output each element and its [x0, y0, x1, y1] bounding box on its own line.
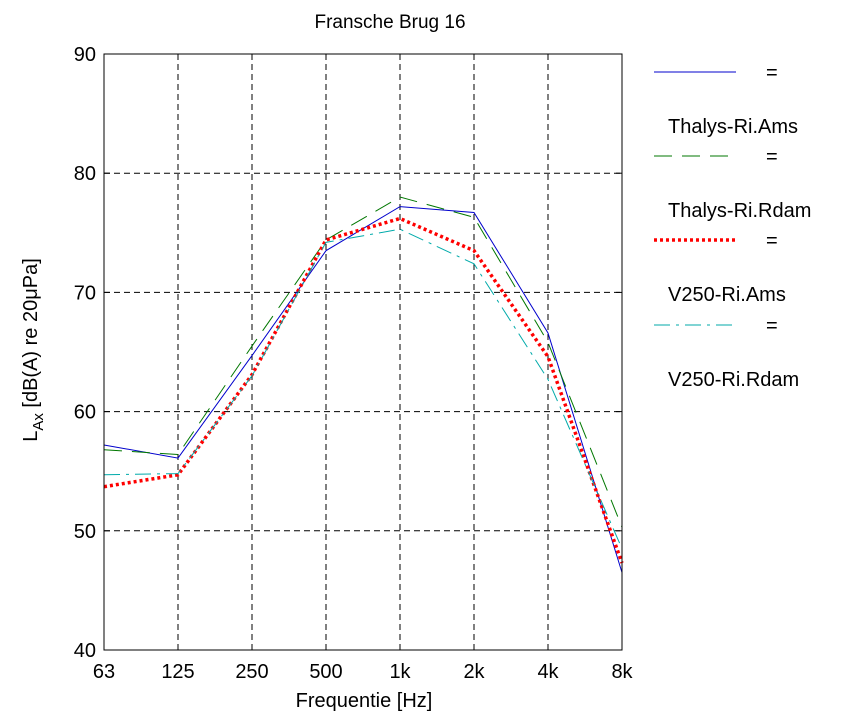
legend-equals: =: [766, 146, 778, 168]
series-line-1: [103, 206, 623, 573]
x-tick-label: 8k: [611, 661, 633, 683]
x-tick-label: 63: [93, 661, 115, 683]
grid: [104, 54, 622, 650]
y-tick-label: 50: [74, 521, 96, 543]
chart-title: Fransche Brug 16: [314, 12, 465, 33]
x-tick-label: 500: [309, 661, 342, 683]
y-tick-label: 40: [74, 640, 96, 662]
y-tick-label: 70: [74, 282, 96, 304]
legend-label-1: Thalys-Ri.Ams: [668, 116, 798, 138]
legend: = Thalys-Ri.Ams = Thalys-Ri.Rdam = V250-Ri.Am…: [654, 62, 811, 391]
plot-frame: [103, 53, 623, 651]
y-tick-labels: 40 50 60 70 80 90: [74, 44, 96, 662]
x-axis-label: Frequentie [Hz]: [296, 690, 433, 712]
series-line-4: [103, 228, 623, 549]
legend-label-2: Thalys-Ri.Rdam: [668, 200, 811, 222]
series-layer: [103, 196, 624, 573]
legend-equals: =: [766, 62, 778, 84]
legend-label-3: V250-Ri.Ams: [668, 284, 786, 306]
y-tick-label: 60: [74, 402, 96, 424]
series-line-3: [103, 216, 624, 564]
y-axis-label: LAx [dB(A) re 20μPa]: [20, 258, 47, 442]
legend-equals: =: [766, 315, 778, 337]
y-tick-label: 80: [74, 163, 96, 185]
x-tick-label: 2k: [463, 661, 485, 683]
legend-label-4: V250-Ri.Rdam: [668, 369, 799, 391]
x-tick-labels: 63 125 250 500 1k 2k 4k 8k: [93, 661, 634, 683]
y-axis-label-suffix: [dB(A) re 20μPa]: [20, 258, 42, 413]
y-axis-label-sub: Ax: [30, 413, 47, 431]
x-tick-label: 125: [161, 661, 194, 683]
legend-equals: =: [766, 230, 778, 252]
axis-ticks: [103, 53, 623, 651]
x-tick-label: 4k: [537, 661, 559, 683]
series-line-2: [103, 196, 623, 528]
y-axis-label-prefix: L: [20, 431, 42, 442]
y-tick-label: 90: [74, 44, 96, 66]
x-tick-label: 1k: [389, 661, 411, 683]
x-tick-label: 250: [235, 661, 268, 683]
